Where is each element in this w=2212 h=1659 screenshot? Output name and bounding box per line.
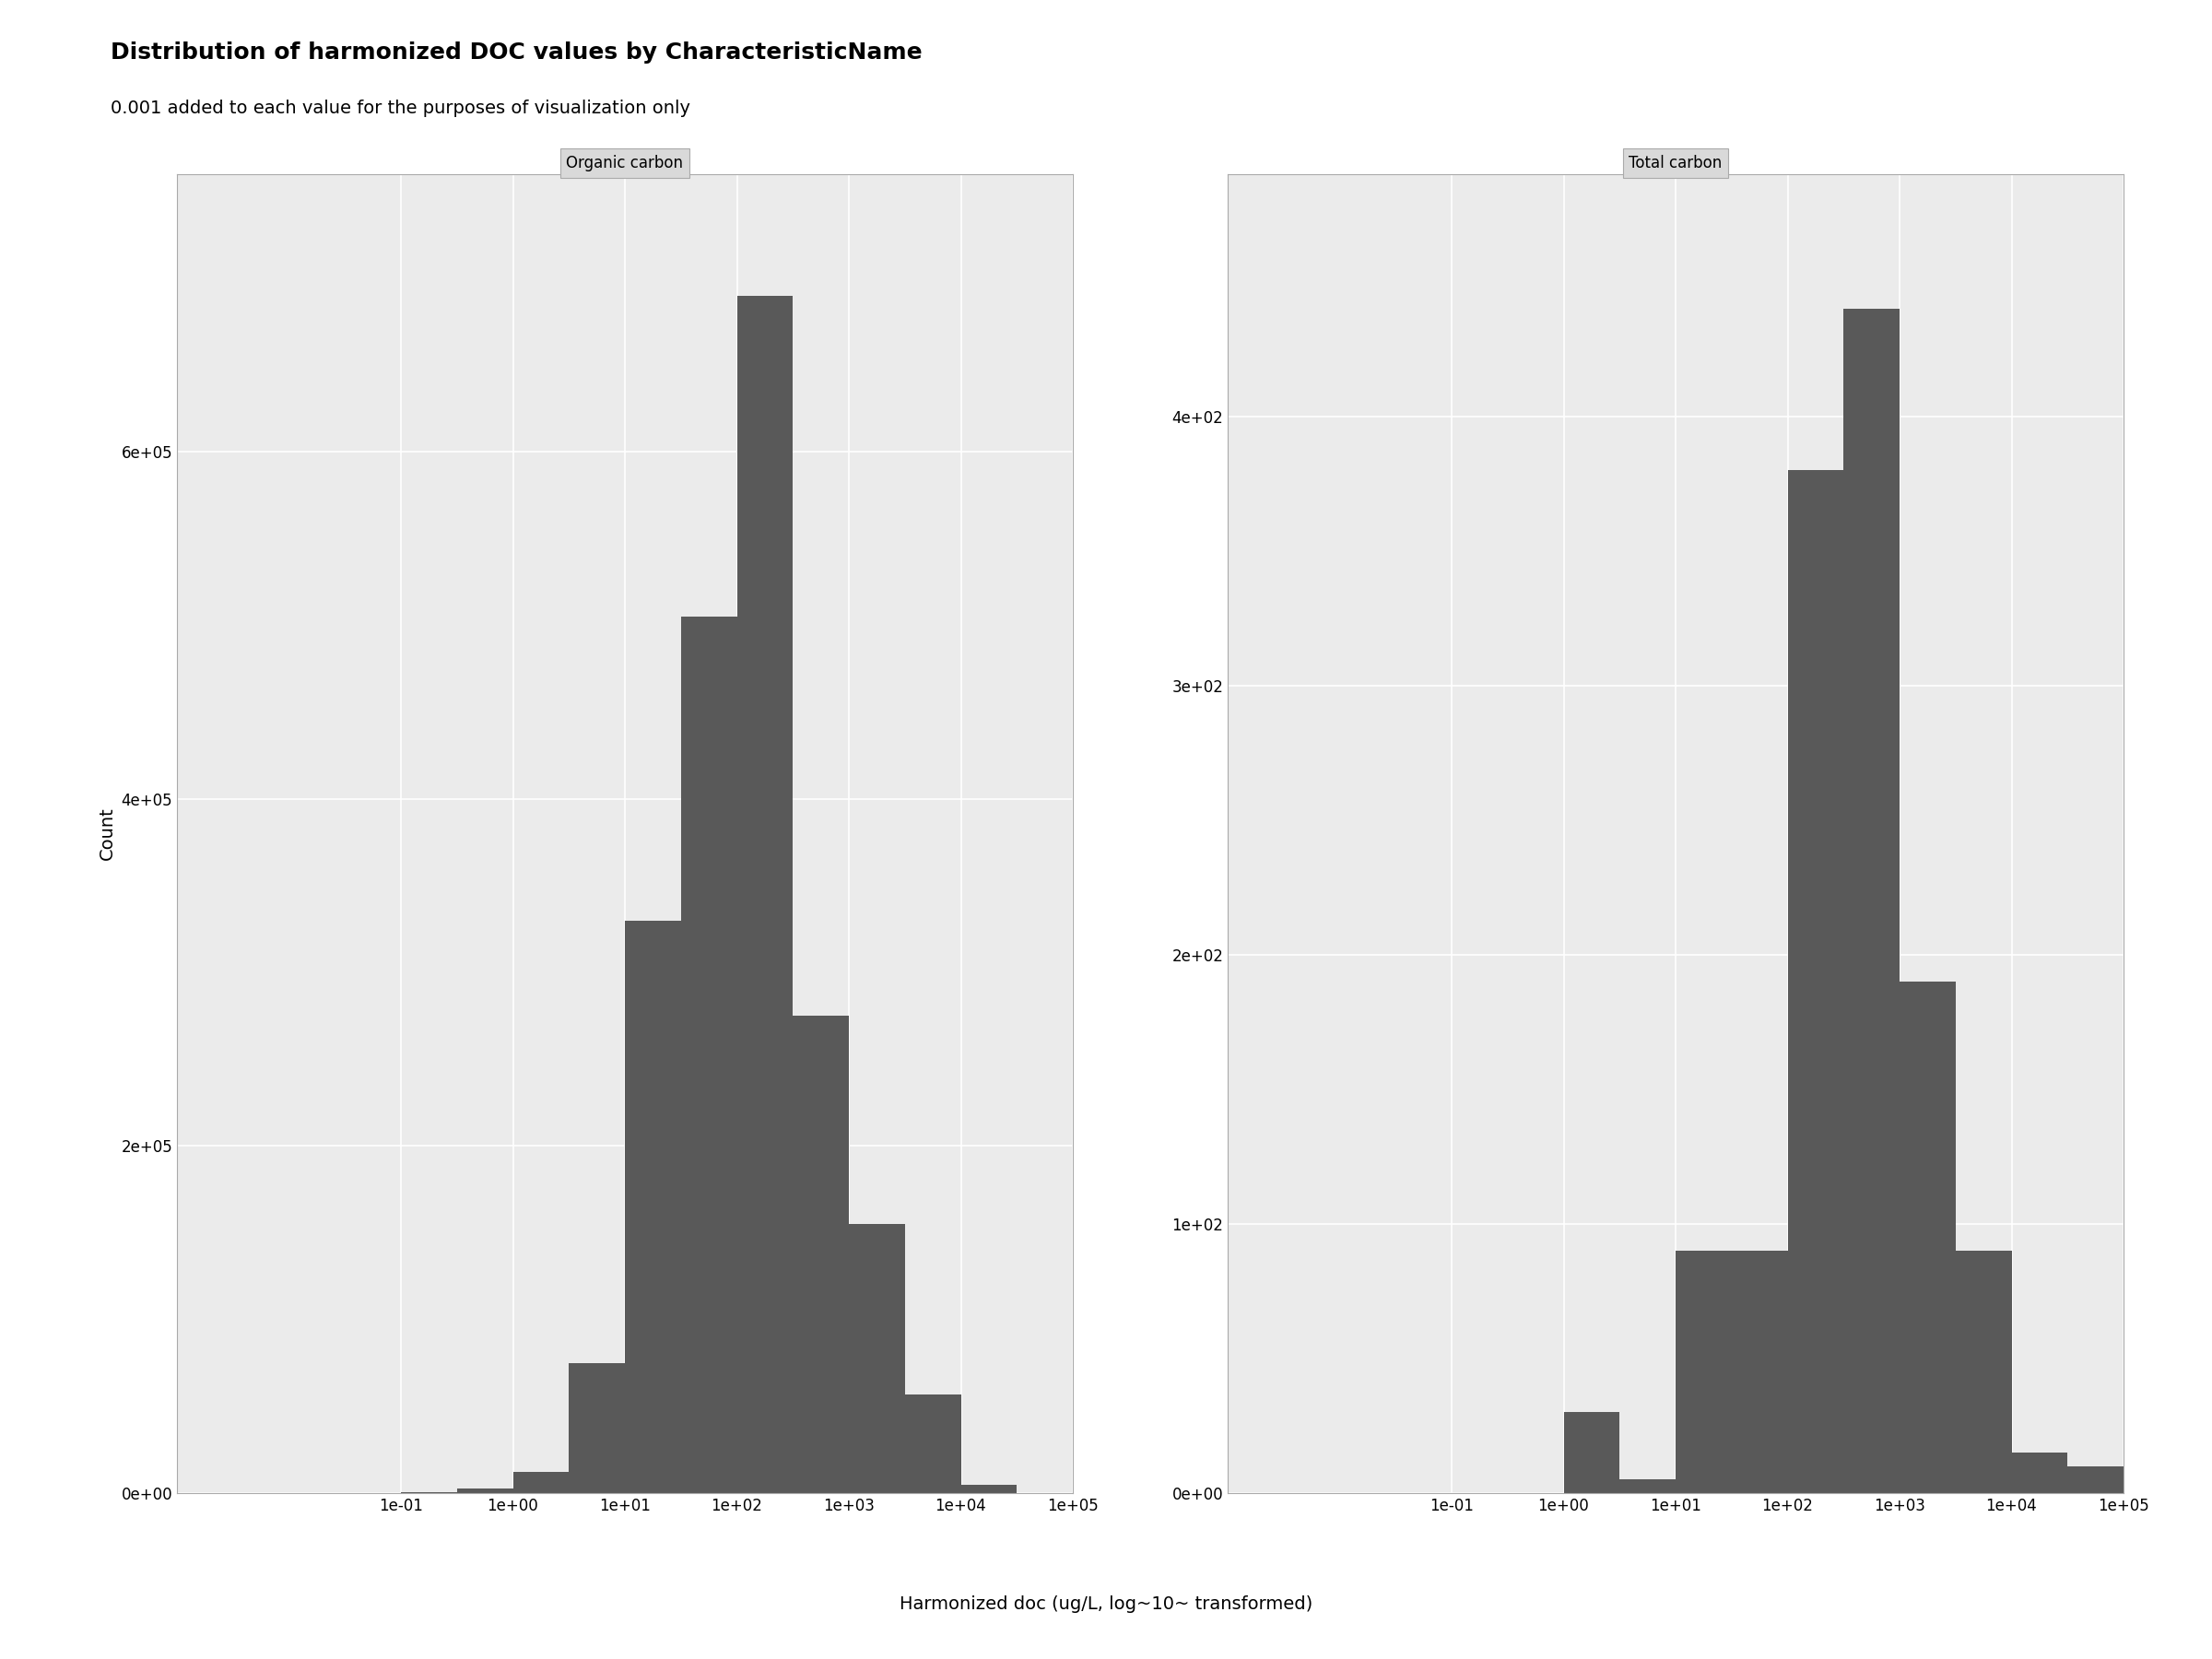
Bar (1619, 1480, 1677, 1493)
Text: Harmonized doc (ug/L, log~10~ transformed): Harmonized doc (ug/L, log~10~ transforme… (900, 1596, 1312, 1613)
Bar (1900, 982, 1955, 1493)
Bar (1955, 1251, 2011, 1493)
Bar (458, 1488, 513, 1493)
Bar (681, 617, 737, 1493)
Title: Organic carbon: Organic carbon (566, 154, 684, 171)
Bar (1732, 1251, 1787, 1493)
Bar (737, 295, 792, 1493)
Bar (1564, 1412, 1619, 1493)
Bar (2011, 1453, 2068, 1493)
Bar (905, 1394, 960, 1493)
Bar (568, 1364, 626, 1493)
Bar (1843, 309, 1900, 1493)
Bar (513, 1472, 568, 1493)
Text: 0.001 added to each value for the purposes of visualization only: 0.001 added to each value for the purpos… (111, 100, 690, 118)
Bar (2068, 1467, 2124, 1493)
Text: Distribution of harmonized DOC values by CharacteristicName: Distribution of harmonized DOC values by… (111, 41, 922, 63)
Bar (960, 1485, 1018, 1493)
Bar (1677, 1251, 1732, 1493)
Y-axis label: Count: Count (100, 806, 115, 861)
Title: Total carbon: Total carbon (1628, 154, 1723, 171)
Bar (1787, 469, 1843, 1493)
Bar (849, 1224, 905, 1493)
Bar (626, 921, 681, 1493)
Bar (792, 1015, 849, 1493)
